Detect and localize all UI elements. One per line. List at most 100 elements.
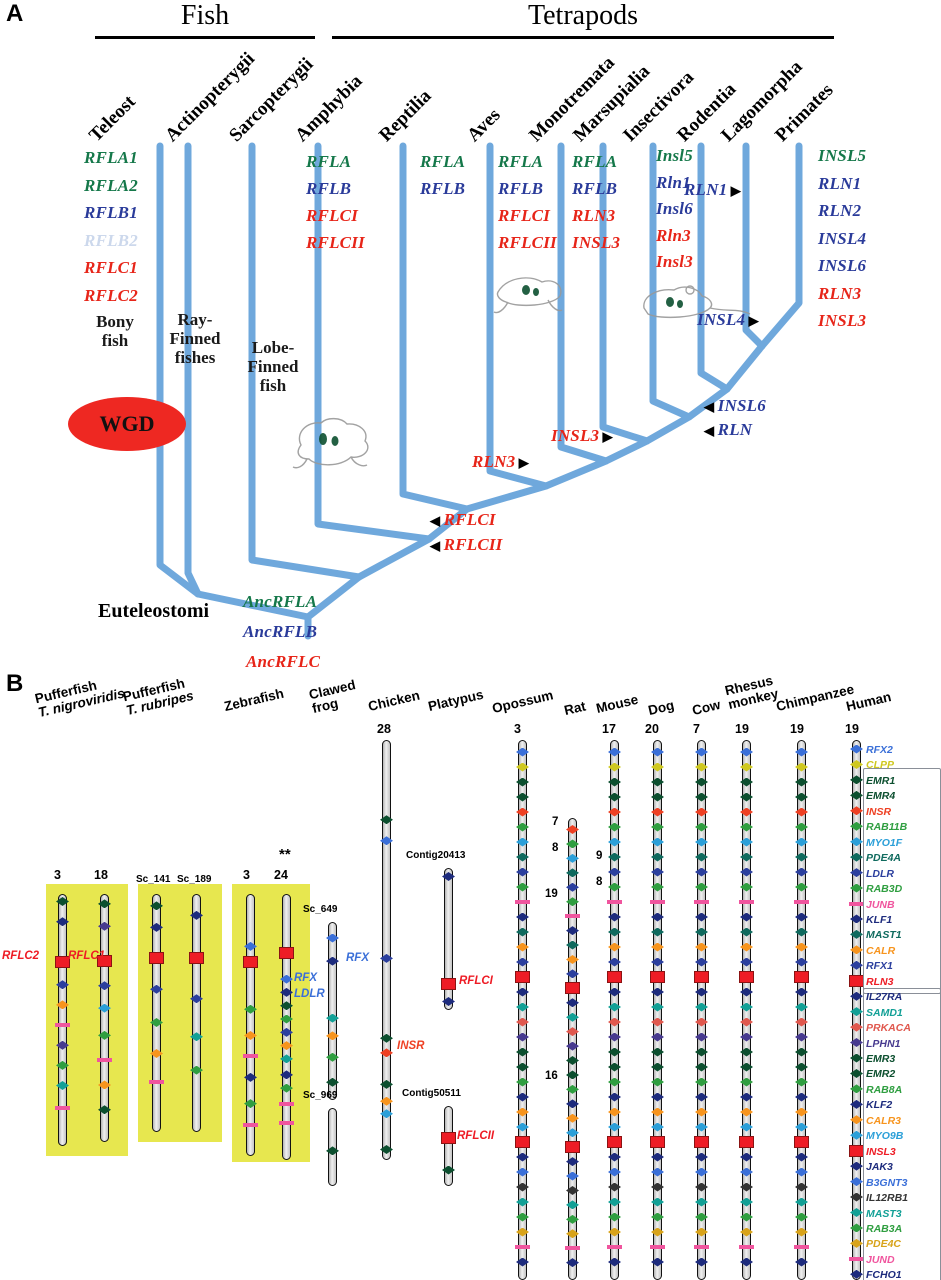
marker-square bbox=[279, 946, 294, 959]
marker-diamond bbox=[651, 1077, 664, 1087]
marker-diamond bbox=[850, 883, 863, 893]
chromosome-number-clawed: Sc_649 bbox=[303, 904, 338, 915]
frog-sketch bbox=[292, 417, 369, 469]
gene-amphybia-rflci: RFLCI bbox=[306, 206, 359, 225]
marker-diamond bbox=[695, 1077, 708, 1087]
marker-diamond bbox=[651, 1122, 664, 1132]
marker-diamond bbox=[695, 1212, 708, 1222]
marker-diamond bbox=[795, 912, 808, 922]
marker-diamond bbox=[695, 1032, 708, 1042]
chromosome-number-clawed: Sc_969 bbox=[303, 1090, 338, 1101]
marker-diamond bbox=[795, 1107, 808, 1117]
platypus-sketch bbox=[493, 277, 563, 314]
marker-diamond bbox=[516, 852, 529, 862]
human-gene-emr3: EMR3 bbox=[866, 1053, 896, 1065]
chromosome-number-mouse: 17 bbox=[602, 722, 616, 736]
marker-diamond bbox=[651, 1032, 664, 1042]
annotation-insl6: ◀ INSL6 bbox=[704, 396, 766, 415]
gene-label-insr: INSR bbox=[397, 1040, 425, 1052]
marker-diamond bbox=[651, 1212, 664, 1222]
marker-diamond bbox=[740, 942, 753, 952]
chromosome-number-pufferfish: 18 bbox=[94, 868, 108, 882]
human-gene-pde4c: PDE4C bbox=[866, 1238, 902, 1251]
gene-insectivora-rln1: Rln1 bbox=[656, 172, 691, 192]
human-gene-lphn1: LPHN1 bbox=[866, 1037, 901, 1050]
marker-diamond bbox=[566, 1171, 579, 1181]
marker-diamond bbox=[566, 1056, 579, 1066]
marker-square bbox=[794, 1136, 809, 1148]
marker-diamond bbox=[795, 807, 808, 817]
chromosome-number-cow: 7 bbox=[693, 722, 700, 736]
marker-diamond bbox=[150, 922, 163, 932]
marker-diamond bbox=[56, 980, 69, 990]
human-gene-myo9b: MYO9B bbox=[866, 1130, 904, 1143]
marker-diamond bbox=[740, 822, 753, 832]
marker-diamond bbox=[740, 852, 753, 862]
marker-diamond bbox=[795, 957, 808, 967]
marker-diamond bbox=[651, 1062, 664, 1072]
human-gene-jak3: JAK3 bbox=[866, 1161, 893, 1174]
marker-diamond bbox=[850, 759, 863, 769]
marker-diamond bbox=[566, 940, 579, 950]
marker-diamond bbox=[608, 1182, 621, 1192]
marker-diamond bbox=[380, 953, 393, 963]
human-gene-il27ra: IL27RA bbox=[866, 991, 903, 1004]
chromosome-bar-zebrafish-24 bbox=[282, 894, 291, 1160]
species-header-rhesus: Rhesus monkey bbox=[723, 672, 780, 712]
marker-diamond bbox=[150, 901, 163, 911]
marker-diamond bbox=[280, 1070, 293, 1080]
marker-diamond bbox=[566, 882, 579, 892]
marker-diamond bbox=[850, 1084, 863, 1094]
marker-diamond bbox=[651, 1107, 664, 1117]
chromosome-number-platypus: Contig20413 bbox=[406, 850, 466, 861]
marker-square bbox=[739, 1136, 754, 1148]
marker-diamond bbox=[244, 941, 257, 951]
marker-diamond bbox=[651, 957, 664, 967]
marker-diamond bbox=[651, 1092, 664, 1102]
marker-diamond bbox=[695, 927, 708, 937]
fish-spine bbox=[194, 590, 312, 621]
gene-amphybia-rflb: RFLB bbox=[306, 179, 352, 198]
marker-square bbox=[607, 1136, 622, 1148]
marker-diamond bbox=[56, 1040, 69, 1050]
marker-diamond bbox=[795, 1017, 808, 1027]
gene-label-rflci: RFLCI bbox=[459, 975, 493, 987]
marker-bar bbox=[607, 900, 622, 904]
marker-diamond bbox=[850, 1192, 863, 1202]
marker-diamond bbox=[740, 807, 753, 817]
branch-sarcopterygii bbox=[248, 142, 363, 581]
marker-diamond bbox=[608, 747, 621, 757]
marker-square bbox=[694, 971, 709, 983]
marker-diamond bbox=[98, 1003, 111, 1013]
marker-diamond bbox=[280, 1014, 293, 1024]
human-gene-emr4: EMR4 bbox=[866, 790, 896, 803]
marker-diamond bbox=[795, 852, 808, 862]
fish-highlight-box bbox=[232, 884, 310, 1162]
marker-diamond bbox=[850, 991, 863, 1001]
marker-bar bbox=[694, 900, 709, 904]
human-gene-emr2: EMR2 bbox=[866, 1068, 896, 1081]
chromosome-bar-chicken-28 bbox=[382, 740, 391, 1160]
gene-teleost-rflc2: RFLC2 bbox=[84, 285, 138, 305]
marker-diamond bbox=[651, 927, 664, 937]
human-gene-rab8a: RAB8A bbox=[866, 1083, 903, 1096]
gene-aves-rflcii: RFLCII bbox=[498, 233, 557, 252]
marker-diamond bbox=[566, 969, 579, 979]
marker-bar bbox=[739, 1245, 754, 1249]
human-gene-mast3: MAST3 bbox=[866, 1207, 902, 1220]
human-gene-rfx1: RFX1 bbox=[866, 960, 893, 973]
marker-square bbox=[243, 956, 258, 969]
chromosome-number-pufferfish: Sc_189 bbox=[177, 874, 212, 885]
marker-diamond bbox=[516, 1047, 529, 1057]
marker-diamond bbox=[516, 777, 529, 787]
chromosome-number-pufferfish: 3 bbox=[54, 868, 61, 882]
panel-b-label: B bbox=[6, 670, 24, 697]
species-header-cow: Cow bbox=[690, 696, 722, 718]
marker-diamond bbox=[740, 882, 753, 892]
marker-diamond bbox=[740, 1152, 753, 1162]
marker-diamond bbox=[795, 1257, 808, 1267]
chromosome-bar-platypus-contig50511 bbox=[444, 1106, 453, 1186]
marker-bar bbox=[279, 1120, 294, 1125]
chromosome-number-chicken: 28 bbox=[377, 722, 391, 736]
marker-diamond bbox=[795, 1152, 808, 1162]
